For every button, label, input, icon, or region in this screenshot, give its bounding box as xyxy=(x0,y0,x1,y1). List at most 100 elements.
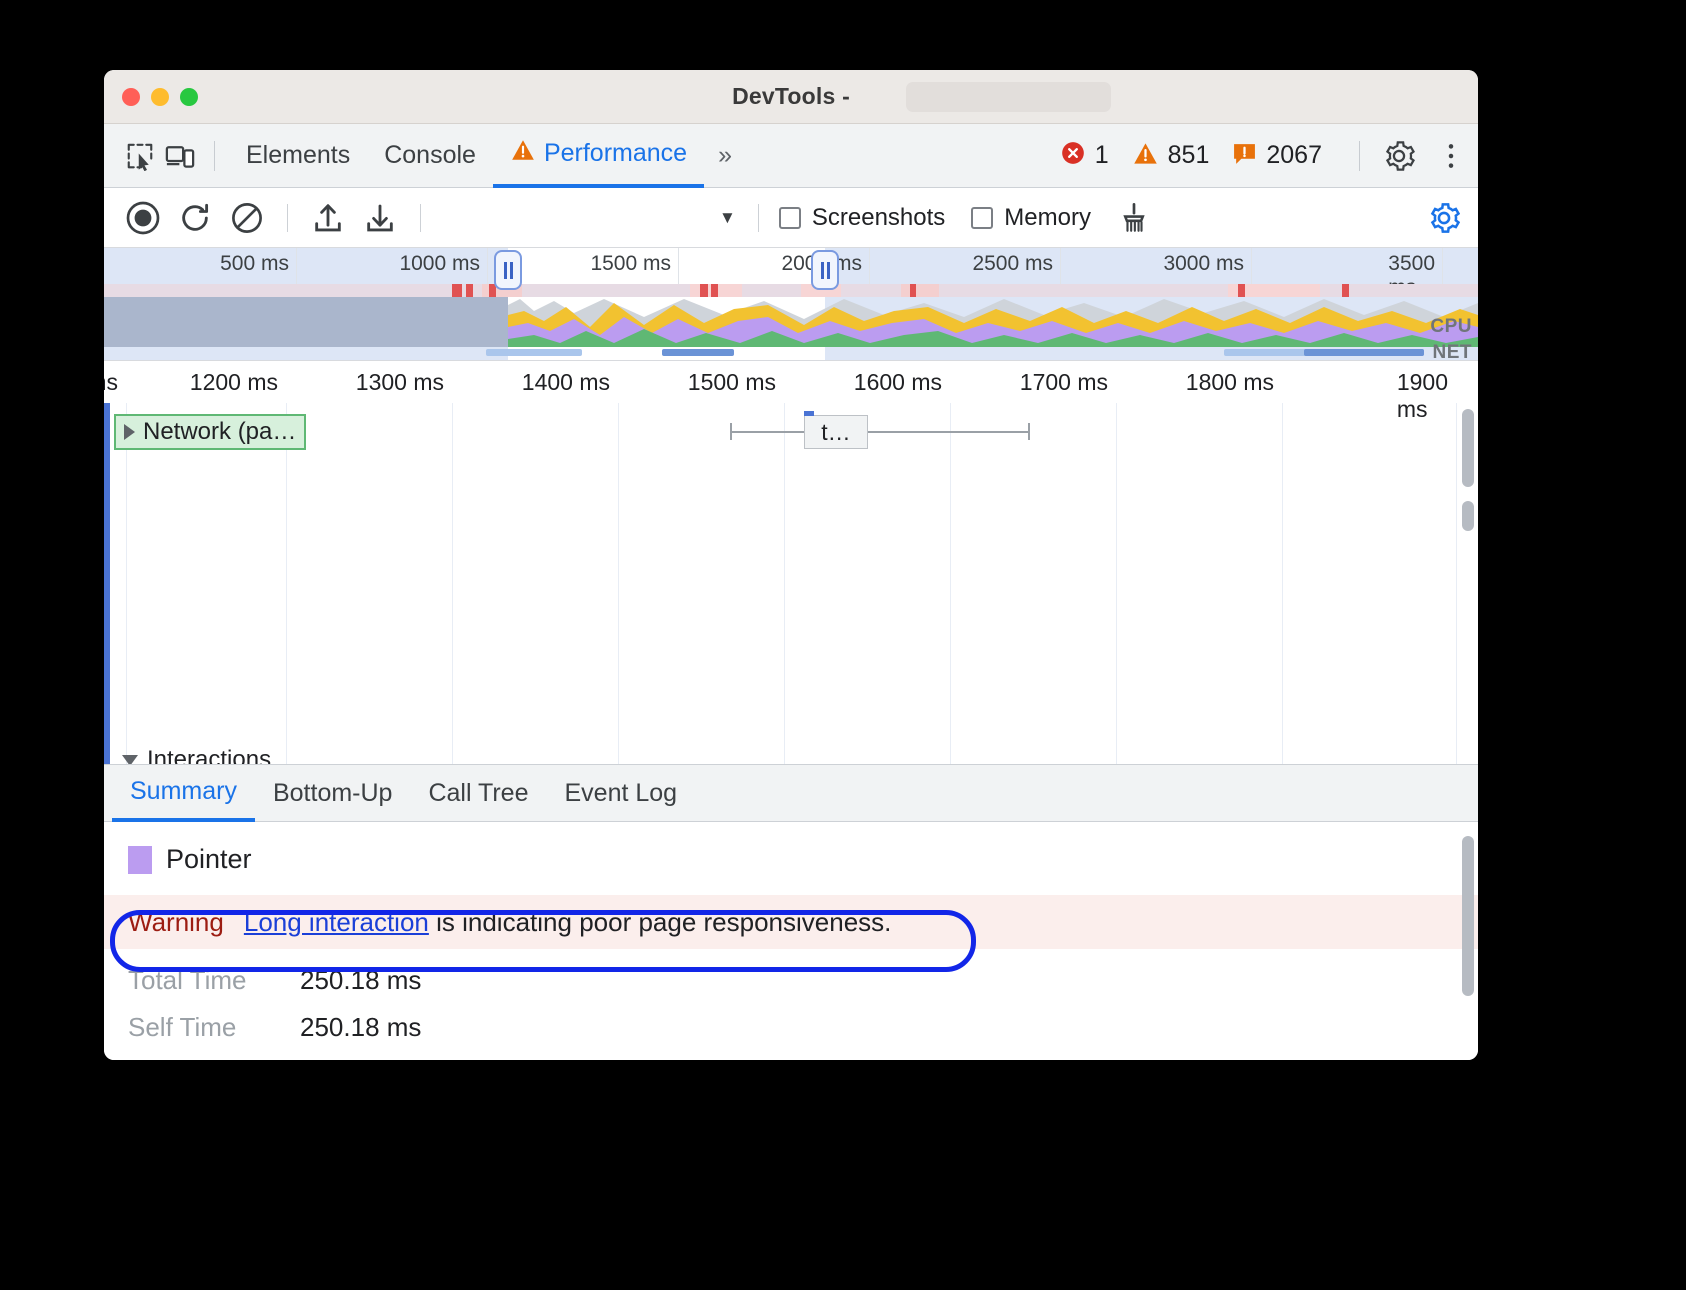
devtools-tabstrip: Elements Console Performance » xyxy=(104,124,1478,188)
summary-content: Pointer Warning Long interaction is indi… xyxy=(104,822,1478,1043)
track-network[interactable]: Network (pa… xyxy=(114,414,307,450)
track-interactions-label: Interactions xyxy=(147,746,272,764)
event-color-swatch xyxy=(128,845,152,874)
error-circle-icon xyxy=(1060,140,1086,171)
record-icon[interactable] xyxy=(120,195,166,241)
network-event-chip[interactable]: t… xyxy=(804,415,868,449)
history-dropdown-button[interactable]: ▼ xyxy=(719,207,736,227)
overview-selection-handle-left[interactable] xyxy=(494,250,522,290)
tab-call-tree-label: Call Tree xyxy=(428,778,529,807)
overview-network-bar-2 xyxy=(662,349,734,356)
timeline-overview[interactable]: 500 ms 1000 ms 1500 ms 2000 ms 2500 ms 3… xyxy=(104,248,1478,360)
warning-count[interactable]: 851 xyxy=(1132,140,1210,172)
flame-tick-0: ms xyxy=(104,369,118,395)
reload-and-record-icon[interactable] xyxy=(172,195,218,241)
tab-bottom-up-label: Bottom-Up xyxy=(272,778,393,807)
toolbar-divider-2 xyxy=(420,203,421,232)
track-network-label: Network (pa… xyxy=(143,418,297,445)
inspect-element-icon[interactable] xyxy=(120,136,160,176)
chevron-down-icon[interactable] xyxy=(122,754,138,764)
warning-count-value: 851 xyxy=(1167,141,1210,169)
summary-warning-label: Warning xyxy=(128,906,224,937)
details-pane: Summary Bottom-Up Call Tree Event Log Po… xyxy=(104,764,1478,1060)
track-interactions[interactable]: Interactions xyxy=(122,746,271,764)
tab-elements-label: Elements xyxy=(246,141,351,169)
memory-label: Memory xyxy=(1004,203,1091,231)
error-count[interactable]: 1 xyxy=(1060,140,1109,171)
save-profile-icon[interactable] xyxy=(357,195,403,241)
overview-tick-4: 2500 ms xyxy=(972,252,1053,275)
summary-total-time-row: Total Time 250.18 ms xyxy=(104,949,1478,996)
flame-tick-4: 1500 ms xyxy=(687,369,776,395)
gear-icon xyxy=(1385,140,1415,171)
memory-checkbox[interactable]: Memory xyxy=(961,204,1101,232)
tab-bottom-up[interactable]: Bottom-Up xyxy=(255,764,410,822)
screenshots-checkbox[interactable]: Screenshots xyxy=(769,204,955,232)
warning-triangle-icon xyxy=(510,137,536,170)
window-title: DevTools - xyxy=(732,83,850,109)
network-event-whisker xyxy=(730,431,1030,433)
tab-console-label: Console xyxy=(384,141,476,169)
info-count[interactable]: 2067 xyxy=(1232,141,1322,171)
devtools-more-options-button[interactable] xyxy=(1438,141,1478,171)
tab-call-tree[interactable]: Call Tree xyxy=(410,764,546,822)
issue-counts: 1 851 xyxy=(1060,140,1478,172)
devtools-window: DevTools - Elements Console xyxy=(104,70,1478,1060)
overview-tick-0: 500 ms xyxy=(220,252,289,275)
memory-checkbox-box[interactable] xyxy=(971,206,994,229)
devtools-settings-button[interactable] xyxy=(1383,140,1429,172)
screenshots-label: Screenshots xyxy=(811,203,946,231)
network-event-whisker-end xyxy=(1028,423,1030,440)
flame-chart-area[interactable]: ms 1200 ms 1300 ms 1400 ms 1500 ms 1600 … xyxy=(104,360,1478,764)
flame-tick-2: 1300 ms xyxy=(355,369,444,395)
summary-total-time-key: Total Time xyxy=(128,965,247,995)
device-toolbar-icon[interactable] xyxy=(160,136,200,176)
flame-tick-7: 1800 ms xyxy=(1185,369,1274,395)
summary-warning-link[interactable]: Long interaction xyxy=(243,906,429,937)
summary-self-time-key: Self Time xyxy=(128,1012,237,1042)
summary-warning-message: Long interaction is indicating poor page… xyxy=(244,907,892,938)
overview-selection-handle-right[interactable] xyxy=(811,250,839,290)
import-profile-icon[interactable] xyxy=(305,195,351,241)
summary-scrollbar[interactable] xyxy=(1462,836,1474,996)
flame-ruler: ms 1200 ms 1300 ms 1400 ms 1500 ms 1600 … xyxy=(104,361,1478,422)
network-event-marker xyxy=(804,411,814,416)
summary-event-title: Pointer xyxy=(104,844,1478,875)
screenshots-checkbox-box[interactable] xyxy=(778,206,801,229)
overview-tick-1: 1000 ms xyxy=(399,252,480,275)
toolbar-divider-1 xyxy=(287,203,288,232)
flame-tick-5: 1600 ms xyxy=(853,369,942,395)
tab-summary[interactable]: Summary xyxy=(112,764,255,822)
summary-warning-row: Warning Long interaction is indicating p… xyxy=(104,895,1478,949)
tab-performance-label: Performance xyxy=(543,139,688,167)
tab-performance[interactable]: Performance xyxy=(492,124,705,188)
title-bar: DevTools - xyxy=(104,70,1478,124)
capture-settings-button[interactable] xyxy=(1428,202,1478,234)
track-selection-rail xyxy=(104,403,110,764)
summary-self-time-row: Self Time 250.18 ms xyxy=(104,996,1478,1043)
overview-tick-5: 3000 ms xyxy=(1163,252,1244,275)
maximize-window-button[interactable] xyxy=(180,87,198,106)
issue-message-icon xyxy=(1232,141,1257,171)
overview-net-label: NET xyxy=(1432,342,1472,360)
summary-warning-rest: is indicating poor page responsiveness. xyxy=(428,906,892,937)
warning-triangle-count-icon xyxy=(1132,140,1159,172)
performance-toolbar: ▼ Screenshots Memory xyxy=(104,188,1478,248)
more-tabs-button[interactable]: » xyxy=(718,141,732,169)
tab-elements[interactable]: Elements xyxy=(229,124,367,188)
minimize-window-button[interactable] xyxy=(151,87,169,106)
counts-divider xyxy=(1359,140,1360,171)
summary-self-time-value: 250.18 ms xyxy=(300,1012,422,1042)
close-window-button[interactable] xyxy=(122,87,140,106)
clear-icon[interactable] xyxy=(224,195,270,241)
kebab-menu-icon xyxy=(1448,143,1454,168)
network-event-whisker-start xyxy=(730,423,732,440)
tab-console[interactable]: Console xyxy=(367,124,493,188)
chevron-right-icon[interactable] xyxy=(124,424,135,440)
tab-event-log[interactable]: Event Log xyxy=(547,764,696,822)
flame-chart-scrollbar[interactable] xyxy=(1462,409,1474,487)
flame-tick-6: 1700 ms xyxy=(1019,369,1108,395)
overview-cpu-label: CPU xyxy=(1430,316,1472,337)
collect-garbage-icon[interactable] xyxy=(1111,195,1157,241)
flame-chart-scroll-thumb-2[interactable] xyxy=(1462,501,1474,531)
